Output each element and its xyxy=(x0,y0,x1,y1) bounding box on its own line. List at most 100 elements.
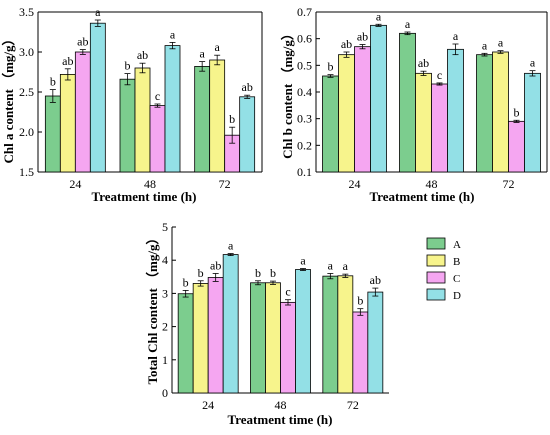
chl-b-y-axis-title: Chl b content （mg/g） xyxy=(280,27,295,159)
chla-y-tick-label: 2.5 xyxy=(19,85,34,99)
chla-sig-label: ab xyxy=(62,54,73,68)
total-x-tick-label: 24 xyxy=(202,398,214,412)
total-sig-label: a xyxy=(328,258,334,272)
chlb-x-tick-label: 48 xyxy=(426,177,438,191)
total-x-tick-label: 48 xyxy=(275,398,287,412)
chlb-bar-A-72 xyxy=(476,54,493,173)
chla-x-tick-label: 72 xyxy=(219,177,231,191)
chla-bar-C-24 xyxy=(74,51,91,173)
chlb-sig-label: a xyxy=(453,29,459,43)
chlb-bar-A-24 xyxy=(322,75,339,173)
total-sig-label: c xyxy=(285,285,290,299)
total-bar-A-72 xyxy=(322,275,339,394)
chla-bar-D-24 xyxy=(89,22,106,173)
chlb-y-tick-label: 0.1 xyxy=(297,165,312,179)
chla-bar-A-72 xyxy=(194,66,211,173)
total-bar-B-48 xyxy=(265,282,281,394)
total-y-tick-label: 3 xyxy=(162,286,168,300)
total-x-axis-title: Treatment time (h) xyxy=(228,412,333,427)
chla-sig-label: b xyxy=(50,75,56,89)
chlb-y-tick-label: 0.5 xyxy=(297,58,312,72)
total-bar-B-24 xyxy=(192,283,209,394)
chlb-bar-C-72 xyxy=(508,120,525,173)
chlb-bar-C-24 xyxy=(354,46,371,173)
total-sig-label: ab xyxy=(370,273,381,287)
total-sig-label: ab xyxy=(210,258,221,272)
total-y-tick-label: 1 xyxy=(162,353,168,367)
total-y-tick-label: 2 xyxy=(162,320,168,334)
chlb-y-tick-label: 0.7 xyxy=(297,5,312,19)
total-sig-label: a xyxy=(343,259,349,273)
chla-y-tick-label: 2.0 xyxy=(19,125,34,139)
chla-sig-label: b xyxy=(229,112,235,126)
chla-bar-C-48 xyxy=(149,105,166,173)
chla-bar-D-48 xyxy=(164,45,181,173)
total-sig-label: b xyxy=(357,294,363,308)
chla-y-tick-label: 3.0 xyxy=(19,45,34,59)
total-x-tick-label: 72 xyxy=(347,398,359,412)
total-bar-D-72 xyxy=(367,291,384,394)
chlb-sig-label: b xyxy=(328,60,334,74)
total-bar-A-24 xyxy=(177,293,194,394)
chlb-sig-label: a xyxy=(405,17,411,31)
chlb-sig-label: b xyxy=(514,105,520,119)
total-bar-C-72 xyxy=(352,311,369,394)
chla-sig-label: a xyxy=(200,47,206,61)
chla-sig-label: c xyxy=(155,89,160,103)
chla-sig-label: b xyxy=(125,59,131,73)
chla-x-tick-label: 48 xyxy=(144,177,156,191)
chla-bar-D-72 xyxy=(239,96,256,173)
chla-sig-label: ab xyxy=(242,80,253,94)
total-sig-label: b xyxy=(183,275,189,289)
chla-y-tick-label: 3.5 xyxy=(19,5,34,19)
chlb-sig-label: ab xyxy=(341,37,352,51)
total-sig-label: a xyxy=(300,254,306,268)
chl-a-x-axis-title: Treatment time (h) xyxy=(92,189,197,204)
chlb-bar-B-24 xyxy=(338,54,355,173)
chla-sig-label: a xyxy=(95,5,101,19)
chart-chl-a: Chl a content （mg/g） Treatment time (h) … xyxy=(1,5,263,204)
total-bar-D-24 xyxy=(222,254,239,394)
chlb-x-tick-label: 24 xyxy=(349,177,361,191)
total-bar-D-48 xyxy=(295,269,311,394)
chla-bar-A-24 xyxy=(44,95,61,173)
chlb-sig-label: c xyxy=(437,68,442,82)
chlb-sig-label: a xyxy=(376,9,382,23)
chl-b-x-axis-title: Treatment time (h) xyxy=(370,189,475,204)
legend-swatch-B xyxy=(426,254,446,267)
chlb-bar-D-48 xyxy=(447,48,464,173)
legend-label-B: B xyxy=(453,256,460,268)
legend-swatch-D xyxy=(426,288,446,301)
chlb-bar-B-48 xyxy=(415,72,432,173)
chlb-y-tick-label: 0.4 xyxy=(297,85,312,99)
chlb-bar-B-72 xyxy=(492,51,509,173)
chlb-bar-C-48 xyxy=(431,83,448,173)
total-sig-label: b xyxy=(270,266,276,280)
total-bar-B-72 xyxy=(337,275,354,394)
chla-sig-label: ab xyxy=(77,35,88,49)
total-bar-C-24 xyxy=(207,277,224,394)
total-bar-A-48 xyxy=(250,282,266,394)
chlb-bar-D-24 xyxy=(370,24,387,173)
legend-label-A: A xyxy=(453,239,461,251)
chla-sig-label: ab xyxy=(137,48,148,62)
total-sig-label: b xyxy=(255,266,261,280)
chla-sig-label: a xyxy=(215,40,221,54)
chla-bar-B-24 xyxy=(59,74,76,173)
legend-swatch-A xyxy=(426,237,446,250)
chlb-y-tick-label: 0.2 xyxy=(297,138,312,152)
chla-x-tick-label: 24 xyxy=(69,177,81,191)
chlb-sig-label: a xyxy=(498,36,504,50)
chlb-bar-D-72 xyxy=(524,72,541,173)
chlb-y-tick-label: 0.3 xyxy=(297,112,312,126)
total-sig-label: b xyxy=(198,266,204,280)
chla-y-tick-label: 1.5 xyxy=(19,165,34,179)
chart-chl-b: Chl b content （mg/g） Treatment time (h) … xyxy=(280,5,548,204)
chlb-sig-label: ab xyxy=(418,56,429,70)
chlb-x-tick-label: 72 xyxy=(503,177,515,191)
total-y-tick-label: 0 xyxy=(162,386,168,400)
total-y-tick-label: 5 xyxy=(162,220,168,234)
total-bar-C-48 xyxy=(280,301,296,394)
chla-bar-B-48 xyxy=(134,67,151,173)
